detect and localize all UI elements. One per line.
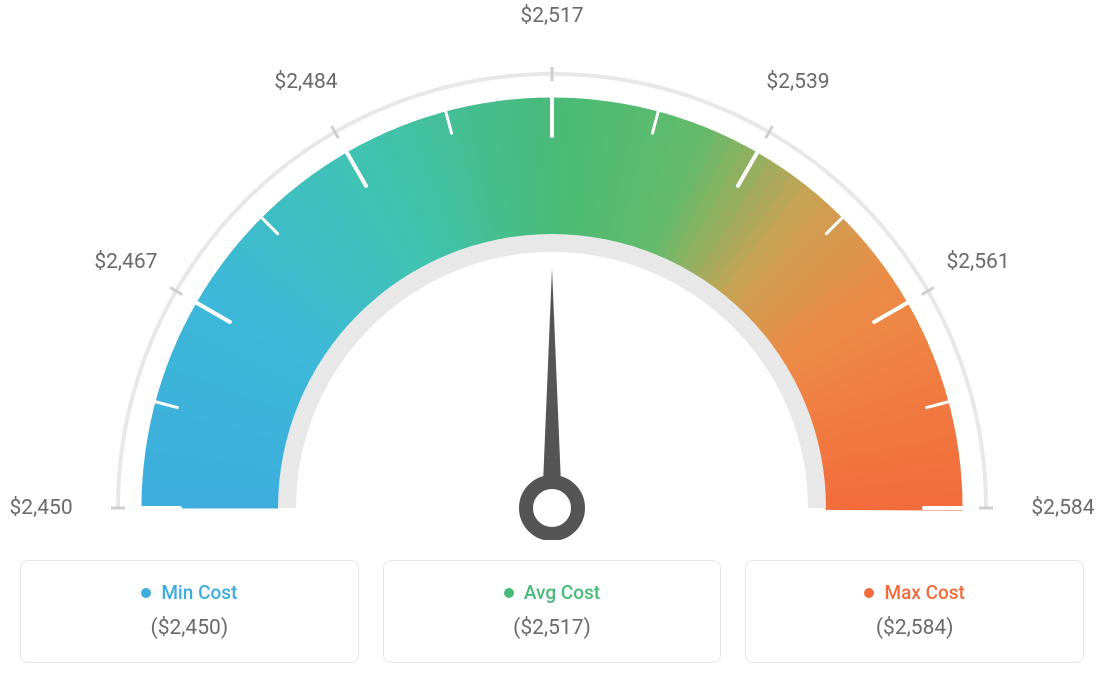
max-cost-value: ($2,584): [756, 616, 1073, 640]
gauge-canvas: $2,450$2,467$2,484$2,517$2,539$2,561$2,5…: [20, 20, 1084, 540]
avg-cost-card: Avg Cost ($2,517): [383, 560, 722, 663]
avg-dot-icon: [504, 588, 514, 598]
max-cost-title: Max Cost: [864, 581, 964, 604]
avg-cost-title: Avg Cost: [504, 581, 600, 604]
gauge-tick-label: $2,561: [947, 250, 1010, 274]
cost-gauge-chart: $2,450$2,467$2,484$2,517$2,539$2,561$2,5…: [20, 20, 1084, 663]
max-dot-icon: [864, 588, 874, 598]
gauge-tick-label: $2,539: [766, 70, 829, 94]
min-cost-title: Min Cost: [141, 581, 237, 604]
avg-cost-value: ($2,517): [394, 616, 711, 640]
gauge-tick-label: $2,467: [94, 250, 157, 274]
min-cost-label: Min Cost: [161, 581, 237, 604]
gauge-tick-label: $2,484: [274, 70, 337, 94]
gauge-tick-label: $2,517: [520, 4, 583, 28]
min-dot-icon: [141, 588, 151, 598]
max-cost-label: Max Cost: [884, 581, 964, 604]
max-cost-card: Max Cost ($2,584): [745, 560, 1084, 663]
min-cost-card: Min Cost ($2,450): [20, 560, 359, 663]
summary-cards-row: Min Cost ($2,450) Avg Cost ($2,517) Max …: [20, 560, 1084, 663]
avg-cost-label: Avg Cost: [524, 581, 600, 604]
gauge-tick-label: $2,450: [9, 496, 72, 520]
min-cost-value: ($2,450): [31, 616, 348, 640]
gauge-svg: [20, 20, 1084, 540]
gauge-tick-label: $2,584: [1031, 496, 1094, 520]
